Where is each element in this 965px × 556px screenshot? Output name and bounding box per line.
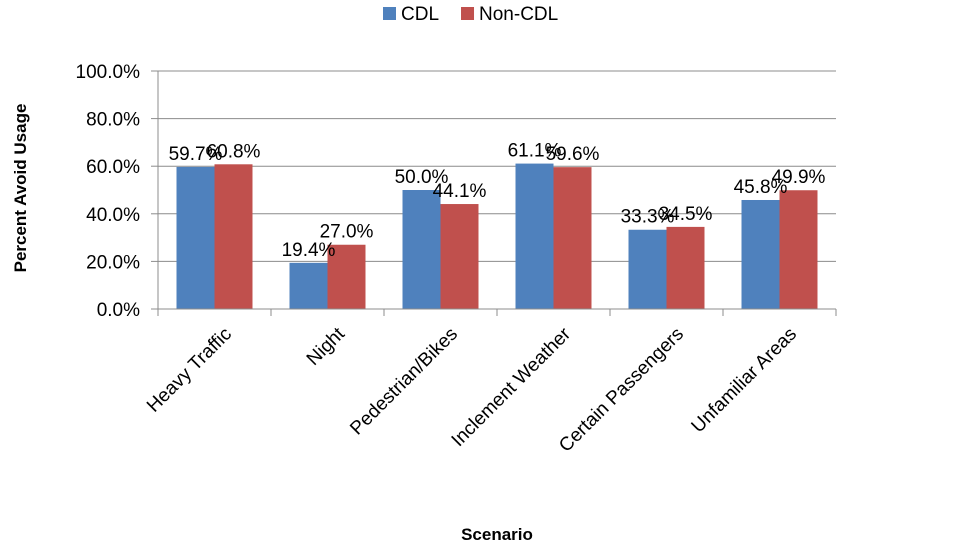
bar-cdl xyxy=(741,199,780,309)
x-axis-title: Scenario xyxy=(461,525,533,544)
y-tick-label: 60.0% xyxy=(86,157,140,178)
data-label: 59.7% xyxy=(169,144,223,165)
bar-cdl xyxy=(628,229,667,309)
data-label: 19.4% xyxy=(282,240,336,261)
bar-non-cdl xyxy=(440,204,479,309)
x-tick-label: Pedestrian/Bikes xyxy=(346,324,462,440)
legend-label: CDL xyxy=(401,4,439,25)
gridlines xyxy=(158,70,836,262)
legend-swatch xyxy=(461,7,475,20)
x-tick-label: Certain Passengers xyxy=(555,324,688,457)
bar-non-cdl xyxy=(553,167,592,309)
x-tick-label: Heavy Traffic xyxy=(143,324,236,417)
bars xyxy=(176,163,818,309)
bar-cdl xyxy=(176,166,215,309)
legend: CDL Non-CDL xyxy=(383,4,558,25)
x-tick-label: Inclement Weather xyxy=(448,323,576,451)
x-tick-label: Night xyxy=(303,323,350,370)
bar-cdl xyxy=(515,163,554,309)
bar-non-cdl xyxy=(327,244,366,309)
bar-non-cdl xyxy=(779,190,818,309)
bar-cdl xyxy=(402,190,441,309)
data-label: 50.0% xyxy=(395,167,449,188)
data-label: 45.8% xyxy=(734,177,788,198)
y-tick-label: 80.0% xyxy=(86,110,140,131)
y-tick-label: 20.0% xyxy=(86,252,140,273)
data-label: 60.8% xyxy=(207,141,261,162)
y-tick-label: 100.0% xyxy=(76,62,141,83)
y-axis-title: Percent Avoid Usage xyxy=(11,104,30,273)
legend-label: Non-CDL xyxy=(479,4,558,25)
bar-non-cdl xyxy=(214,164,253,309)
data-label: 49.9% xyxy=(772,167,826,188)
x-tick-label: Unfamiliar Areas xyxy=(688,324,801,437)
data-label: 27.0% xyxy=(320,222,374,243)
bar-non-cdl xyxy=(666,226,705,309)
y-tick-label: 0.0% xyxy=(97,300,140,321)
data-label: 59.6% xyxy=(546,144,600,165)
y-tick-label: 40.0% xyxy=(86,205,140,226)
data-label: 34.5% xyxy=(659,204,713,225)
data-label: 33.3% xyxy=(621,207,675,228)
legend-swatch xyxy=(383,7,396,20)
bar-cdl xyxy=(289,262,328,309)
data-label: 44.1% xyxy=(433,181,487,202)
data-label: 61.1% xyxy=(508,141,562,162)
data-labels: 59.7%60.8% 19.4%27.0% 50.0%44.1% 61.1%59.6%… xyxy=(169,141,826,261)
